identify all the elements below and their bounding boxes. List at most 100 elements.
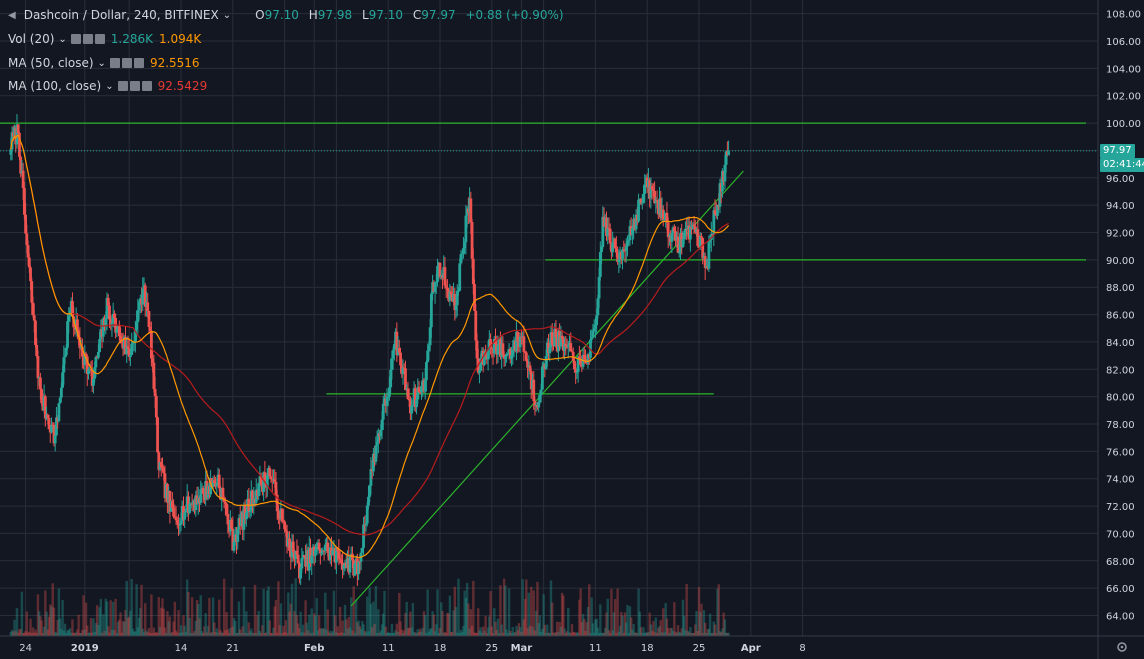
volume-bar xyxy=(676,625,680,636)
candle-body xyxy=(374,445,378,462)
volume-bar xyxy=(481,626,485,636)
collapse-icon[interactable]: ◀ xyxy=(8,9,16,21)
eye-icon[interactable] xyxy=(70,34,81,44)
close-icon[interactable] xyxy=(94,34,105,44)
candle-body xyxy=(417,387,421,393)
indicator-ma50[interactable]: MA (50, close) ⌄ 92.5516 xyxy=(8,56,200,70)
candle-body xyxy=(68,310,72,316)
volume-bar xyxy=(659,620,662,636)
candle-body xyxy=(357,561,360,575)
candle-body xyxy=(372,453,375,472)
indicator-buttons[interactable] xyxy=(70,34,105,44)
gear-icon[interactable] xyxy=(129,81,140,91)
price-tick-label: 94.00 xyxy=(1106,201,1135,212)
gear-icon[interactable] xyxy=(121,58,132,68)
candle-body xyxy=(231,528,235,551)
settings-gear-icon[interactable] xyxy=(1117,642,1127,652)
candle-body xyxy=(474,310,478,341)
volume-bar xyxy=(62,630,66,636)
candle-body xyxy=(637,199,640,222)
close-icon[interactable] xyxy=(141,81,152,91)
candle-body xyxy=(358,561,362,563)
volume-bar xyxy=(252,632,255,636)
volume-bar xyxy=(369,603,373,636)
gear-icon[interactable] xyxy=(82,34,93,44)
candle-body xyxy=(582,354,586,360)
volume-bar xyxy=(162,608,165,636)
indicator-volume[interactable]: Vol (20) ⌄ 1.286K 1.094K xyxy=(8,32,201,46)
close-icon[interactable] xyxy=(133,58,144,68)
volume-bar xyxy=(19,629,22,636)
volume-bar xyxy=(234,620,237,636)
volume-bar xyxy=(432,614,436,636)
volume-bar xyxy=(569,632,572,636)
volume-bar xyxy=(314,615,317,636)
chevron-down-icon[interactable]: ⌄ xyxy=(97,57,106,69)
chevron-down-icon[interactable]: ⌄ xyxy=(105,80,114,92)
candle-body xyxy=(188,503,192,513)
volume-bar xyxy=(20,591,24,636)
volume-bar xyxy=(456,632,459,636)
volume-bar xyxy=(10,629,14,636)
candle-body xyxy=(616,252,619,262)
volume-bar xyxy=(421,627,424,636)
indicator-buttons[interactable] xyxy=(117,81,152,91)
price-tick-label: 90.00 xyxy=(1106,256,1135,267)
indicator-buttons[interactable] xyxy=(109,58,144,68)
candle-body xyxy=(516,331,520,342)
price-tick-label: 96.00 xyxy=(1106,174,1135,185)
volume-bar xyxy=(296,623,300,636)
volume-bar xyxy=(255,632,258,636)
candle-body xyxy=(724,151,728,165)
volume-bar xyxy=(165,632,168,636)
candle-body xyxy=(26,245,30,258)
eye-icon[interactable] xyxy=(109,58,120,68)
volume-bar xyxy=(216,632,220,636)
volume-bar xyxy=(324,592,327,636)
volume-bar xyxy=(654,617,658,636)
volume-bar xyxy=(251,632,254,636)
volume-bar xyxy=(710,632,713,636)
chevron-down-icon[interactable]: ⌄ xyxy=(222,9,232,21)
candle-body xyxy=(469,198,473,223)
volume-bar xyxy=(362,624,365,636)
volume-bar xyxy=(163,627,167,636)
candle-body xyxy=(565,346,569,348)
candle-body xyxy=(592,328,596,332)
volume-bar xyxy=(87,632,90,636)
candle-body xyxy=(251,490,254,506)
candle-body xyxy=(110,322,114,326)
volume-bar xyxy=(41,632,45,636)
volume-bar xyxy=(478,630,481,636)
candle-body xyxy=(133,329,137,342)
indicator-ma100[interactable]: MA (100, close) ⌄ 92.5429 xyxy=(8,79,207,93)
volume-bar xyxy=(712,621,715,636)
eye-icon[interactable] xyxy=(117,81,128,91)
volume-bar xyxy=(681,599,685,636)
candle-body xyxy=(708,239,712,243)
candle-body xyxy=(386,396,390,398)
volume-bar xyxy=(435,624,438,636)
volume-bar xyxy=(600,632,603,636)
volume-bar xyxy=(701,632,704,636)
volume-bar xyxy=(18,629,21,636)
volume-bar xyxy=(310,608,313,636)
volume-bar xyxy=(641,632,644,636)
candle-body xyxy=(43,396,47,419)
volume-bar xyxy=(606,598,609,636)
volume-bar xyxy=(475,632,479,636)
volume-bar xyxy=(352,586,355,636)
volume-bar xyxy=(347,617,350,636)
volume-bar xyxy=(506,632,510,636)
volume-bar xyxy=(549,580,553,636)
symbol-title[interactable]: Dashcoin / Dollar, 240, BITFINEX xyxy=(23,8,219,22)
ma50-line xyxy=(10,134,730,559)
candle-body xyxy=(288,538,291,551)
candle-body xyxy=(399,352,402,366)
chevron-down-icon[interactable]: ⌄ xyxy=(58,33,67,45)
candle-body xyxy=(617,259,621,262)
volume-bar xyxy=(98,607,101,636)
last-price-badge: 97.97 xyxy=(1100,143,1135,158)
